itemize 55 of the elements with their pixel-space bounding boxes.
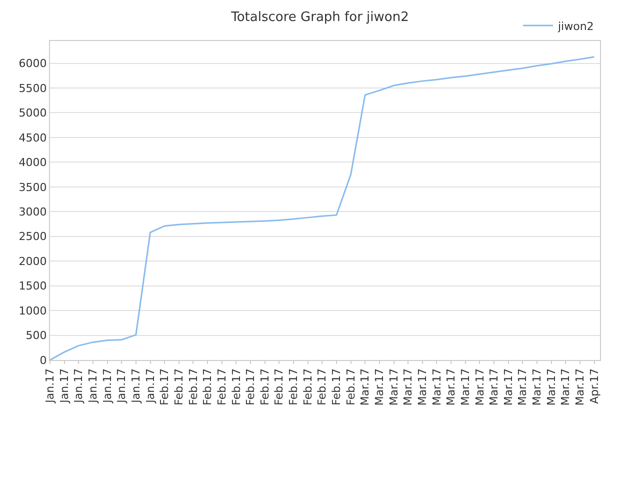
x-tick-label: Mar.17 [559, 368, 572, 406]
x-tick-label: Feb.17 [215, 368, 228, 406]
line-series [50, 56, 596, 360]
x-tick-label: Mar.17 [444, 368, 458, 406]
y-tick-label: 1000 [18, 304, 47, 318]
y-tick-label: 4500 [18, 131, 47, 144]
x-tick-label: Feb.17 [201, 368, 214, 406]
x-tick-label: Mar.17 [402, 368, 415, 406]
x-tick-label: Apr.17 [588, 368, 601, 404]
x-tick-label: Mar.17 [473, 368, 486, 406]
x-tick-label: Feb.17 [230, 368, 243, 406]
x-tick-label: Jan.17 [44, 368, 57, 404]
x-tick-label: Mar.17 [373, 368, 386, 406]
y-tick-label: 5500 [18, 82, 47, 95]
x-tick-label: Mar.17 [530, 368, 544, 406]
x-tick-label: Mar.17 [488, 368, 501, 406]
y-tick-label: 6000 [18, 57, 47, 70]
x-tick-label: Mar.17 [358, 368, 372, 406]
y-tick-label: 0 [40, 354, 47, 367]
x-tick-label: Feb.17 [172, 368, 186, 406]
x-tick-label: Mar.17 [430, 368, 444, 406]
x-tick-label: Mar.17 [544, 368, 558, 406]
x-tick-label: Mar.17 [516, 368, 530, 406]
x-tick-label: Mar.17 [458, 368, 472, 406]
x-tick-label: Mar.17 [387, 368, 400, 406]
x-tick-label: Jan.17 [86, 368, 100, 404]
x-tick-label: Jan.17 [72, 368, 86, 404]
x-tick-label: Feb.17 [186, 368, 200, 406]
x-tick-label: Jan.17 [115, 368, 128, 404]
x-tick-label: Jan.17 [100, 368, 114, 404]
x-tick-label: Feb.17 [272, 368, 286, 406]
y-tick-label: 4000 [18, 156, 47, 170]
chart-title: Totalscore Graph for jiwon2 [230, 10, 409, 26]
x-tick-label: Feb.17 [158, 368, 172, 406]
y-tick-label: 3000 [18, 205, 47, 218]
y-tick-label: 3500 [18, 180, 47, 194]
y-tick-label: 2500 [18, 230, 47, 244]
legend-label: jiwon2 [557, 20, 594, 33]
x-tick-label: Feb.17 [301, 368, 314, 406]
x-tick-label: Feb.17 [316, 368, 329, 406]
x-tick-label: Feb.17 [344, 368, 358, 406]
y-tick-label: 2000 [18, 254, 47, 268]
x-tick-label: Mar.17 [502, 368, 515, 406]
x-tick-label: Mar.17 [574, 368, 587, 406]
y-tick-label: 5000 [18, 106, 47, 120]
x-tick-label: Jan.17 [58, 368, 71, 404]
x-tick-label: Feb.17 [244, 368, 258, 406]
x-tick-label: Feb.17 [258, 368, 272, 406]
x-tick-label: Jan.17 [130, 368, 143, 404]
y-tick-label: 1500 [18, 280, 47, 293]
y-tick-label: 500 [26, 329, 47, 342]
x-tick-label: Feb.17 [330, 368, 344, 406]
x-tick-label: Jan.17 [144, 368, 157, 404]
x-tick-label: Feb.17 [287, 368, 300, 406]
x-tick-label: Mar.17 [416, 368, 429, 406]
